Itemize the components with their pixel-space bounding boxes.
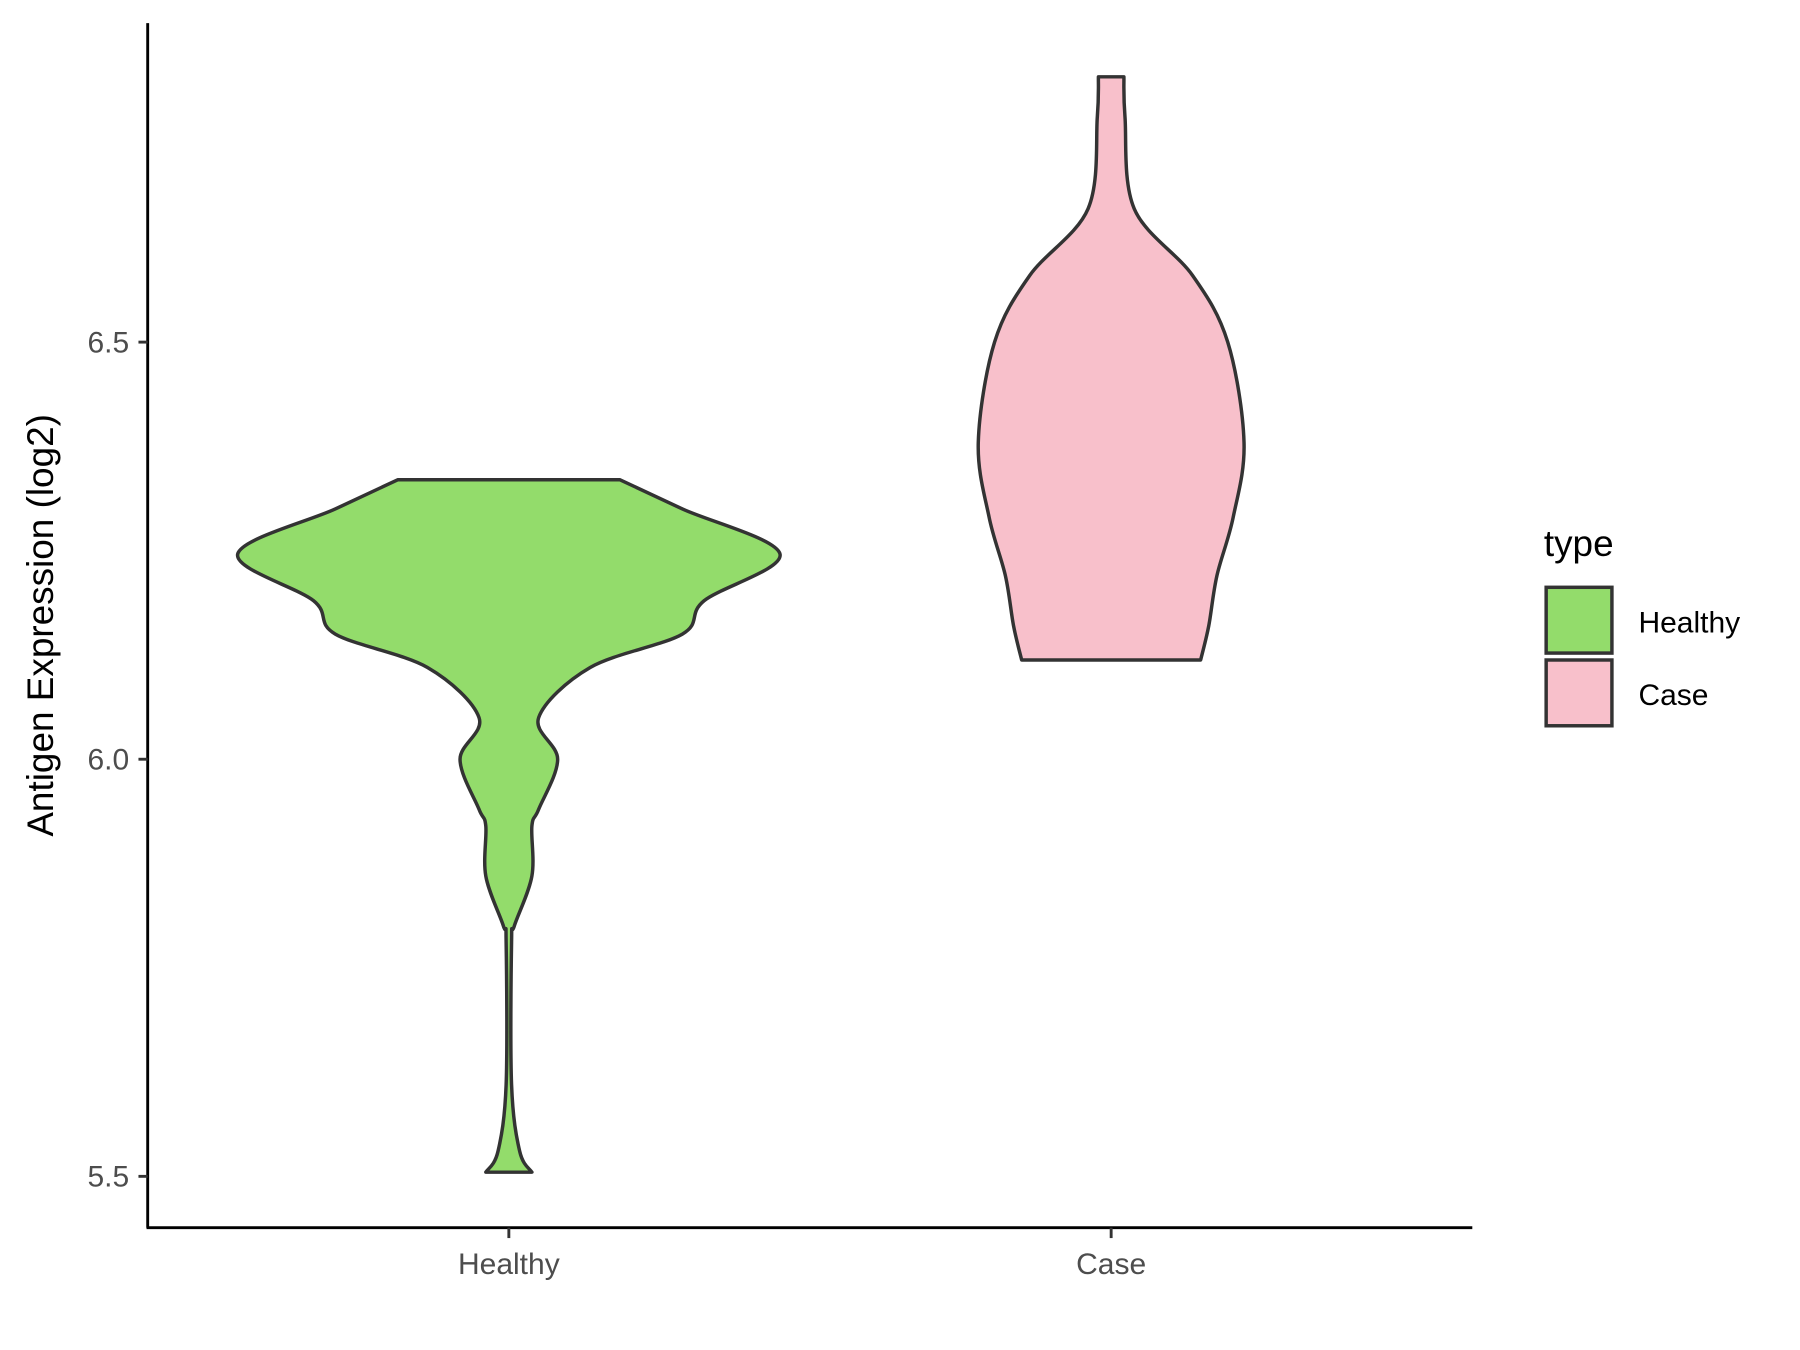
legend: type Healthy Case — [1544, 523, 1740, 728]
violin-healthy — [235, 478, 782, 1174]
legend-title: type — [1544, 523, 1614, 564]
x-tick-label: Healthy — [458, 1248, 560, 1281]
x-ticks: Healthy Case — [458, 1227, 1146, 1281]
y-ticks: 5.5 6.0 6.5 — [88, 327, 148, 1194]
legend-swatch-case — [1544, 658, 1614, 728]
legend-label: Healthy — [1638, 606, 1740, 639]
legend-swatch-healthy — [1544, 585, 1614, 655]
y-axis-label: Antigen Expression (log2) — [20, 414, 61, 837]
legend-label: Case — [1638, 679, 1708, 712]
y-tick-label: 6.5 — [88, 327, 130, 360]
y-tick-label: 5.5 — [88, 1161, 130, 1194]
violins — [235, 75, 1246, 1174]
y-tick-label: 6.0 — [88, 744, 130, 777]
x-tick-label: Case — [1076, 1248, 1146, 1281]
violin-case — [976, 75, 1246, 662]
